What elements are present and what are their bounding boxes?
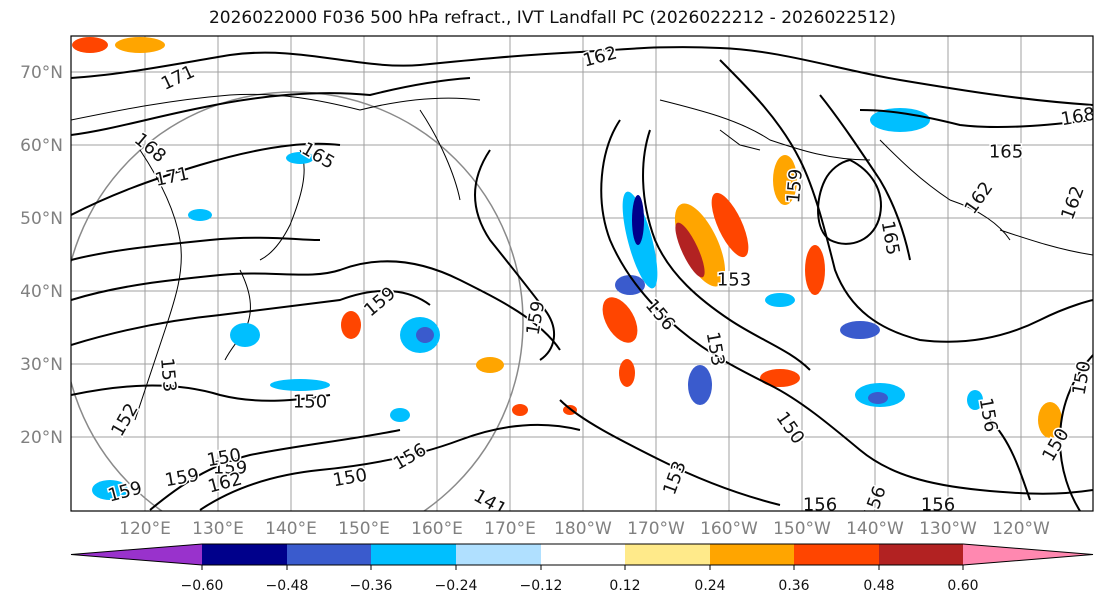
- latitude-label: 70°N: [20, 63, 63, 83]
- latitude-labels: 70°N 60°N 50°N 40°N 30°N 20°N: [20, 63, 63, 448]
- colorbar-cell: [371, 544, 457, 565]
- colorbar: −0.60 −0.48 −0.36 −0.24 −0.12 0.12 0.24 …: [70, 543, 1094, 594]
- colorbar-cell: [202, 544, 288, 565]
- colorbar-cell: [456, 544, 542, 565]
- colorbar-cell: [287, 544, 372, 565]
- colorbar-cell: [71, 544, 202, 565]
- map-frame: [70, 35, 1094, 512]
- contour-label: 150: [293, 392, 327, 413]
- colorbar-tick-label: 0.12: [609, 578, 640, 594]
- negative-anomaly-areas: [92, 108, 983, 500]
- map-title: 2026022000 F036 500 hPa refract., IVT La…: [208, 8, 896, 28]
- contour-label: 159: [213, 458, 247, 479]
- contour-label: 165: [989, 142, 1023, 163]
- latitude-label: 30°N: [20, 355, 63, 375]
- colorbar-tick-label: 0.36: [778, 578, 809, 594]
- colorbar-tick-labels: −0.60 −0.48 −0.36 −0.24 −0.12 0.12 0.24 …: [181, 578, 979, 594]
- colorbar-cell: [710, 544, 795, 565]
- longitude-label: 120°W: [992, 519, 1050, 539]
- contour-label: 156: [803, 495, 837, 516]
- longitude-label: 140°W: [846, 519, 904, 539]
- colorbar-tick-label: −0.12: [520, 578, 563, 594]
- colorbar-cell: [794, 544, 880, 565]
- colorbar-tick-label: −0.36: [350, 578, 393, 594]
- contour-label: 168: [1059, 104, 1096, 131]
- colorbar-tick-label: 0.48: [863, 578, 894, 594]
- longitude-label: 130°W: [919, 519, 977, 539]
- longitude-label: 120°E: [119, 519, 171, 539]
- colorbar-ticks: [201, 565, 964, 570]
- latitude-label: 20°N: [20, 428, 63, 448]
- longitude-label: 170°W: [627, 519, 685, 539]
- latitude-label: 60°N: [20, 136, 63, 156]
- latitude-label: 40°N: [20, 282, 63, 302]
- longitude-label: 150°W: [773, 519, 831, 539]
- colorbar-cell: [541, 544, 626, 565]
- longitude-labels: 120°E 130°E 140°E 150°E 160°E 170°E 180°…: [119, 519, 1050, 539]
- contour-label: 156: [921, 495, 955, 516]
- longitude-label: 130°E: [192, 519, 244, 539]
- longitude-label: 180°W: [554, 519, 612, 539]
- colorbar-cell: [625, 544, 711, 565]
- reference-circle: [71, 91, 524, 511]
- contour-label: 153: [717, 270, 751, 291]
- contour-label: 159: [163, 465, 200, 492]
- height-contours: [71, 46, 1093, 511]
- longitude-label: 140°E: [265, 519, 317, 539]
- contour-label: 150: [1069, 359, 1096, 396]
- longitude-label: 150°E: [338, 519, 390, 539]
- colorbar-cell: [879, 544, 964, 565]
- colorbar-tick-label: 0.24: [694, 578, 725, 594]
- colorbar-tick-label: −0.60: [181, 578, 224, 594]
- longitude-label: 160°W: [700, 519, 758, 539]
- contour-label: 159: [783, 168, 807, 204]
- contour-label: 153: [156, 357, 180, 393]
- longitude-label: 160°E: [411, 519, 463, 539]
- colorbar-tick-label: 0.60: [947, 578, 978, 594]
- positive-anomaly-areas: [72, 37, 1062, 438]
- longitude-label: 170°E: [484, 519, 536, 539]
- latitude-label: 50°N: [20, 209, 63, 229]
- coastlines: [71, 93, 1093, 421]
- map-plot-area: 162 171 168 171 165 168 165 162 162 159 …: [71, 36, 1096, 516]
- colorbar-tick-label: −0.24: [435, 578, 478, 594]
- colorbar-tick-label: −0.48: [266, 578, 309, 594]
- colorbar-cells: [71, 544, 1093, 565]
- colorbar-cell: [963, 544, 1093, 565]
